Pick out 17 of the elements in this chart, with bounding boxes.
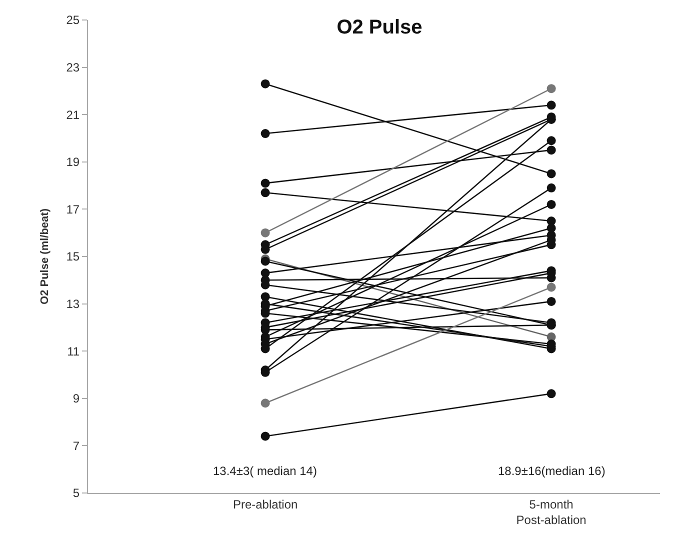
x-tick-label: Pre-ablation [232, 497, 298, 512]
annotation: 18.9±16(median 16) [498, 464, 606, 478]
y-tick-label: 9 [72, 392, 80, 406]
chart-title: O2 Pulse [336, 16, 422, 38]
y-tick-label: 25 [66, 13, 80, 28]
y-tick-label: 17 [66, 202, 80, 216]
y-tick-label: 23 [66, 60, 80, 74]
y-tick-label: 13 [66, 297, 80, 311]
y-tick-label: 5 [72, 486, 80, 500]
x-tick-label: 5-month Post-ablation [516, 497, 586, 527]
y-tick-label: 7 [72, 438, 80, 453]
y-tick-label: 15 [66, 250, 80, 264]
y-tick-label: 19 [66, 155, 80, 170]
y-tick-label: 21 [66, 108, 80, 122]
y-axis-title: O2 Pulse (ml/beat) [38, 208, 51, 304]
annotation: 13.4±3( median 14) [213, 464, 317, 478]
y-tick-label: 11 [67, 344, 80, 358]
